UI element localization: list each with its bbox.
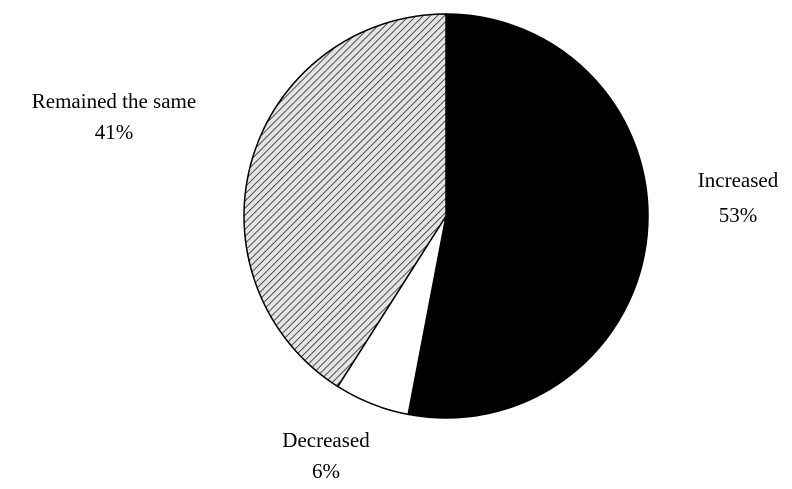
slice-label-increased-name: Increased: [698, 168, 779, 192]
pie-slice-remained: [243, 13, 447, 388]
slice-label-increased-percent: 53%: [719, 203, 758, 227]
slice-label-decreased-name: Decreased: [282, 428, 370, 452]
slice-label-remained: Remained the same 41%: [32, 89, 196, 144]
pie-slices: [243, 13, 649, 419]
slice-label-remained-percent: 41%: [95, 120, 134, 144]
slice-label-remained-name: Remained the same: [32, 89, 196, 113]
slice-label-decreased: Decreased 6%: [282, 428, 370, 483]
slice-label-decreased-percent: 6%: [312, 459, 340, 483]
slice-label-increased: Increased 53%: [698, 168, 779, 227]
pie-slice-increased: [407, 13, 649, 419]
